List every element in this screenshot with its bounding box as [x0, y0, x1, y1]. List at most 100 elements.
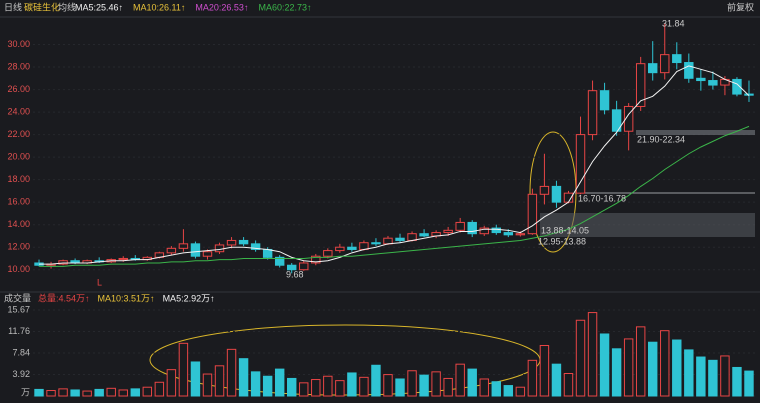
- volume-bar: [527, 359, 538, 397]
- candle-body: [214, 244, 225, 253]
- y-tick-label: 30.00: [7, 39, 30, 49]
- y-tick-label: 万: [21, 387, 30, 397]
- volume-bar: [94, 388, 104, 397]
- volume-bar: [696, 356, 706, 397]
- volume-bar: [503, 385, 514, 397]
- annotation: 16.70-16.78: [578, 193, 626, 203]
- candle-body: [599, 90, 610, 111]
- candle-body: [708, 80, 718, 86]
- volume-bar: [371, 364, 381, 397]
- candle-body: [118, 257, 128, 261]
- volume-bar: [82, 390, 92, 397]
- volume-bar: [720, 355, 730, 397]
- volume-bar: [684, 349, 694, 397]
- volume-bar: [455, 363, 465, 397]
- candle-body: [287, 264, 297, 271]
- candle-body: [202, 251, 213, 257]
- volume-bar: [323, 375, 333, 397]
- volume-title: 成交量: [4, 292, 31, 303]
- annotation: 12.95-13.88: [538, 236, 586, 246]
- candle-body: [648, 63, 658, 74]
- volume-bar: [287, 377, 297, 397]
- volume-bar: [611, 348, 622, 397]
- volume-bar: [467, 368, 477, 397]
- candle-body: [455, 221, 465, 231]
- volume-legend: MA5:2.92万↑: [163, 293, 215, 303]
- annotation: L: [97, 277, 102, 287]
- y-tick-label: 15.67: [7, 304, 30, 314]
- volume-bar: [130, 388, 140, 397]
- volume-bar: [623, 338, 634, 397]
- volume-bar: [226, 348, 237, 397]
- legend-entry: MA60:22.73↑: [258, 2, 311, 12]
- volume-legend: MA10:3.51万↑: [98, 293, 155, 303]
- volume-bar: [515, 386, 526, 397]
- candle-body: [527, 193, 538, 235]
- ma-line: [39, 65, 750, 265]
- annotation: 13.88-14.05: [541, 225, 589, 235]
- volume-bar: [166, 369, 177, 397]
- y-tick-label: 22.00: [7, 129, 30, 139]
- volume-legend: 总量:4.54万↑: [38, 292, 90, 303]
- volume-bar: [587, 312, 598, 397]
- candle-body: [479, 227, 489, 235]
- candle-body: [611, 109, 622, 132]
- ma-label: 均线: [58, 1, 76, 12]
- volume-bar: [299, 382, 309, 397]
- volume-bar: [250, 371, 261, 397]
- candle-body: [684, 62, 694, 79]
- legend-entry: MA5:25.46↑: [75, 2, 123, 12]
- stock-name: 碳硅生化: [24, 1, 60, 12]
- volume-bar: [118, 389, 128, 397]
- candle-body: [696, 77, 706, 82]
- volume-bar: [202, 373, 213, 397]
- candle-body: [539, 185, 550, 195]
- y-tick-label: 18.00: [7, 174, 30, 184]
- candle-body: [623, 105, 634, 132]
- candle-body: [371, 242, 381, 245]
- y-tick-label: 16.00: [7, 197, 30, 207]
- candle-body: [395, 237, 405, 241]
- volume-bar: [238, 358, 249, 397]
- y-tick-label: 3.92: [12, 369, 30, 379]
- annotation: 9.68: [286, 269, 304, 279]
- volume-bar: [672, 339, 682, 397]
- candle-body: [419, 233, 429, 237]
- legend-entry: MA20:26.53↑: [195, 2, 248, 12]
- volume-bar: [563, 372, 574, 397]
- candle-body: [515, 233, 526, 236]
- y-tick-label: 28.00: [7, 61, 30, 71]
- volume-bar: [142, 386, 153, 397]
- candle-body: [587, 90, 598, 136]
- annotation: 31.84: [662, 18, 685, 28]
- ma-line: [39, 125, 750, 267]
- volume-bar: [648, 341, 658, 397]
- volume-bar: [407, 370, 417, 397]
- candle-body: [58, 260, 68, 265]
- volume-bar: [347, 372, 357, 397]
- volume-bar: [539, 345, 550, 397]
- volume-bar: [551, 363, 562, 397]
- zone: [636, 130, 755, 135]
- volume-bar: [419, 374, 429, 397]
- adjust[interactable]: 前复权: [727, 1, 754, 12]
- candle-body: [383, 237, 393, 245]
- candle-body: [503, 232, 514, 236]
- volume-bar: [154, 381, 165, 397]
- volume-bar: [660, 330, 670, 397]
- volume-bar: [744, 370, 754, 397]
- y-tick-label: 10.00: [7, 264, 30, 274]
- y-tick-label: 24.00: [7, 106, 30, 116]
- candle-body: [575, 134, 586, 194]
- candle-body: [491, 227, 501, 234]
- candle-body: [274, 256, 285, 266]
- candle-body: [732, 78, 742, 95]
- volume-bar: [383, 374, 393, 397]
- candle-body: [166, 247, 177, 254]
- candle-body: [226, 239, 237, 246]
- volume-bar: [395, 378, 405, 397]
- y-tick-label: 11.76: [8, 326, 30, 336]
- candle-body: [635, 63, 646, 107]
- legend-entry: MA10:26.11↑: [133, 2, 185, 12]
